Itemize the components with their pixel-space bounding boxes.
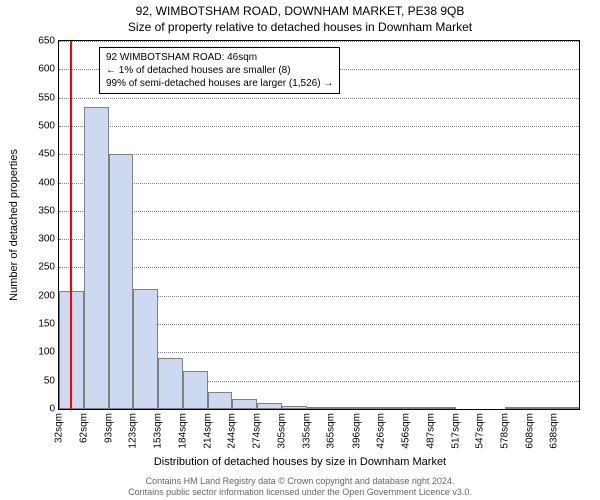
y-tick-label: 150 — [38, 319, 55, 330]
grid-line — [59, 183, 579, 184]
x-tick-label: 608sqm — [524, 413, 535, 449]
x-tick-label: 32sqm — [54, 413, 65, 443]
histogram-bar — [554, 407, 579, 409]
y-tick-label: 300 — [38, 234, 55, 245]
histogram-bar — [307, 407, 332, 409]
y-tick-label: 250 — [38, 262, 55, 273]
y-tick-label: 400 — [38, 177, 55, 188]
histogram-bar — [505, 407, 530, 409]
chart-title-main: 92, WIMBOTSHAM ROAD, DOWNHAM MARKET, PE3… — [0, 4, 600, 18]
grid-line — [59, 211, 579, 212]
x-tick-label: 184sqm — [178, 413, 189, 449]
histogram-bar — [431, 407, 456, 409]
y-tick-label: 200 — [38, 290, 55, 301]
x-tick-label: 547sqm — [475, 413, 486, 449]
histogram-bar — [406, 407, 431, 409]
histogram-bar — [381, 407, 406, 409]
x-tick-label: 123sqm — [128, 413, 139, 449]
grid-line — [59, 267, 579, 268]
histogram-bar — [357, 407, 382, 409]
grid-line — [59, 98, 579, 99]
x-tick-label: 62sqm — [78, 413, 89, 443]
y-tick-label: 650 — [38, 36, 55, 47]
y-axis-label: Number of detached properties — [8, 149, 20, 301]
y-tick-label: 500 — [38, 120, 55, 131]
histogram-bar — [257, 403, 282, 409]
plot-area: 0501001502002503003504004505005506006503… — [58, 40, 580, 410]
x-tick-label: 426sqm — [376, 413, 387, 449]
histogram-bar — [331, 407, 356, 409]
histogram-bar — [232, 399, 257, 409]
chart-container: 92, WIMBOTSHAM ROAD, DOWNHAM MARKET, PE3… — [0, 0, 600, 500]
histogram-bar — [109, 154, 134, 409]
grid-line — [59, 154, 579, 155]
grid-line — [59, 239, 579, 240]
footer-attribution: Contains HM Land Registry data © Crown c… — [0, 476, 600, 498]
histogram-bar — [158, 358, 183, 409]
histogram-bar — [282, 406, 307, 409]
footer-line-1: Contains HM Land Registry data © Crown c… — [0, 476, 600, 487]
histogram-bar — [133, 289, 158, 409]
y-tick-label: 50 — [44, 375, 55, 386]
chart-title-sub: Size of property relative to detached ho… — [0, 20, 600, 34]
x-tick-label: 638sqm — [549, 413, 560, 449]
y-tick-label: 550 — [38, 92, 55, 103]
grid-line — [59, 41, 579, 42]
x-tick-label: 214sqm — [202, 413, 213, 449]
annotation-box: 92 WIMBOTSHAM ROAD: 46sqm← 1% of detache… — [99, 47, 340, 94]
annotation-line: ← 1% of detached houses are smaller (8) — [106, 64, 333, 77]
x-tick-label: 456sqm — [400, 413, 411, 449]
x-tick-label: 274sqm — [251, 413, 262, 449]
y-tick-label: 350 — [38, 205, 55, 216]
annotation-line: 92 WIMBOTSHAM ROAD: 46sqm — [106, 51, 333, 64]
x-tick-label: 244sqm — [227, 413, 238, 449]
annotation-line: 99% of semi-detached houses are larger (… — [106, 77, 333, 90]
x-tick-label: 517sqm — [450, 413, 461, 449]
marker-line — [70, 41, 72, 409]
footer-line-2: Contains public sector information licen… — [0, 487, 600, 498]
x-tick-label: 396sqm — [351, 413, 362, 449]
x-axis-label: Distribution of detached houses by size … — [0, 456, 600, 468]
x-tick-label: 578sqm — [500, 413, 511, 449]
x-tick-label: 153sqm — [152, 413, 163, 449]
histogram-bar — [530, 407, 555, 409]
x-tick-label: 487sqm — [426, 413, 437, 449]
y-tick-label: 450 — [38, 149, 55, 160]
x-tick-label: 93sqm — [103, 413, 114, 443]
x-tick-label: 365sqm — [326, 413, 337, 449]
x-tick-label: 305sqm — [277, 413, 288, 449]
histogram-bar — [208, 392, 233, 409]
histogram-bar — [183, 371, 208, 409]
grid-line — [59, 126, 579, 127]
histogram-bar — [84, 107, 109, 409]
y-tick-label: 100 — [38, 347, 55, 358]
y-tick-label: 600 — [38, 64, 55, 75]
x-tick-label: 335sqm — [301, 413, 312, 449]
